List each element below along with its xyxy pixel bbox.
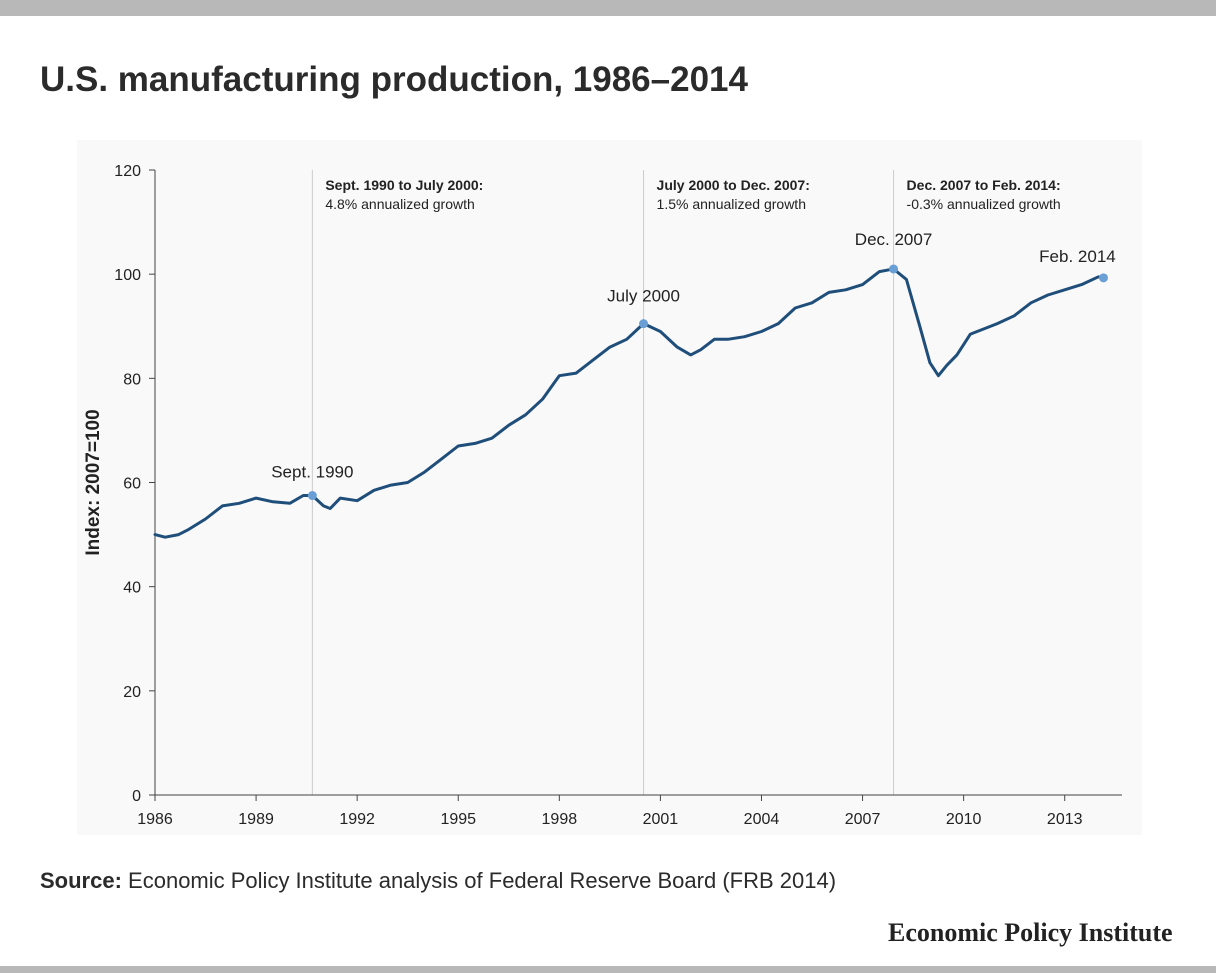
x-tick-label-1989: 1989 bbox=[238, 811, 274, 828]
y-tick-label-60: 60 bbox=[123, 476, 141, 493]
period-annotation-text-2: -0.3% annualized growth bbox=[907, 196, 1061, 212]
y-tick-label-40: 40 bbox=[123, 580, 141, 597]
highlight-point-2 bbox=[889, 264, 899, 274]
source-note: Source: Economic Policy Institute analys… bbox=[40, 868, 836, 894]
x-tick-label-2010: 2010 bbox=[946, 811, 982, 828]
y-tick-label-100: 100 bbox=[114, 267, 141, 284]
highlight-point-3 bbox=[1098, 273, 1108, 283]
period-annotation-title-2: Dec. 2007 to Feb. 2014: bbox=[907, 177, 1061, 193]
x-tick-label-1992: 1992 bbox=[339, 811, 375, 828]
x-tick-label-1995: 1995 bbox=[440, 811, 476, 828]
line-chart: 0 20 40 60 80 100 120 1986 1989 1992 1995 1998 2001 2… bbox=[83, 163, 1122, 828]
highlight-label-1: July 2000 bbox=[607, 287, 680, 306]
x-tick-label-2007: 2007 bbox=[845, 811, 881, 828]
period-annotation-text-1: 1.5% annualized growth bbox=[657, 196, 806, 212]
period-annotation-title-1: July 2000 to Dec. 2007: bbox=[657, 177, 810, 193]
source-text: Economic Policy Institute analysis of Fe… bbox=[128, 868, 837, 893]
x-tick-label-2013: 2013 bbox=[1047, 811, 1083, 828]
y-tick-label-0: 0 bbox=[132, 788, 141, 805]
period-annotation-title-0: Sept. 1990 to July 2000: bbox=[325, 177, 483, 193]
y-tick-label-80: 80 bbox=[123, 371, 141, 388]
y-axis-title: Index: 2007=100 bbox=[83, 409, 104, 555]
x-tick-label-2001: 2001 bbox=[643, 811, 679, 828]
highlight-label-2: Dec. 2007 bbox=[855, 230, 933, 249]
series-line bbox=[153, 267, 1105, 539]
highlight-point-0 bbox=[307, 491, 317, 501]
highlight-point-1 bbox=[639, 319, 649, 329]
chart-panel: 0 20 40 60 80 100 120 1986 1989 1992 1995 1998 2001 2… bbox=[77, 140, 1142, 835]
top-border-bar bbox=[0, 0, 1216, 16]
highlight-label-3: Feb. 2014 bbox=[1039, 247, 1116, 266]
chart-title: U.S. manufacturing production, 1986–2014 bbox=[40, 60, 748, 99]
x-tick-label-2004: 2004 bbox=[744, 811, 780, 828]
y-tick-label-120: 120 bbox=[114, 163, 141, 180]
x-tick-label-1998: 1998 bbox=[542, 811, 578, 828]
source-label: Source: bbox=[40, 868, 122, 893]
bottom-border-bar bbox=[0, 966, 1216, 973]
period-annotation-text-0: 4.8% annualized growth bbox=[325, 196, 474, 212]
brand-logo-text: Economic Policy Institute bbox=[888, 918, 1173, 947]
y-tick-label-20: 20 bbox=[123, 684, 141, 701]
x-tick-label-1986: 1986 bbox=[137, 811, 173, 828]
highlight-label-0: Sept. 1990 bbox=[271, 463, 353, 482]
